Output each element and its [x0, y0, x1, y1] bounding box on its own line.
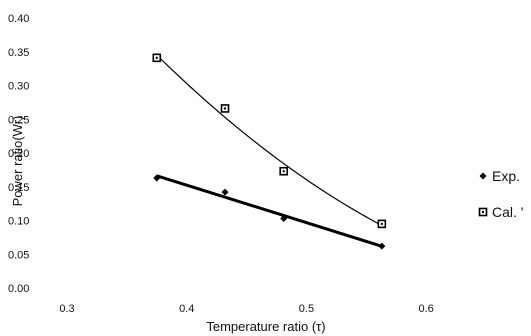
y-tick-label: 0.15	[8, 182, 29, 194]
data-point-exp	[153, 174, 161, 182]
data-point-cal	[279, 166, 288, 176]
x-axis-title: Temperature ratio (τ)	[206, 319, 325, 334]
data-point-exp	[378, 242, 386, 250]
y-tick-label: 0.20	[8, 148, 29, 160]
legend-marker-cal	[478, 207, 488, 217]
data-points	[152, 53, 387, 250]
y-tick-label: 0.40	[8, 13, 29, 25]
x-tick-label: 0.5	[299, 303, 314, 315]
marker-center	[224, 107, 227, 110]
data-point-exp	[280, 214, 288, 222]
marker-center	[380, 222, 383, 225]
legend: Exp. Cal. '	[478, 168, 523, 220]
marker-center	[482, 211, 484, 213]
x-tick-label: 0.3	[59, 303, 74, 315]
y-tick-label: 0.00	[8, 283, 29, 295]
marker-center	[155, 56, 158, 59]
x-tick-label: 0.6	[418, 303, 433, 315]
trend-lines	[156, 54, 383, 248]
legend-item-exp: Exp.	[479, 168, 520, 184]
data-point-cal	[152, 53, 162, 63]
y-tick-label: 0.05	[8, 249, 29, 261]
data-point-cal	[377, 219, 387, 229]
trend-line-cal	[156, 54, 383, 227]
legend-label-cal: Cal. '	[492, 204, 523, 220]
y-tick-label: 0.35	[8, 47, 29, 59]
tick-labels: 0.00 0.05 0.10 0.15 0.20 0.25 0.30 0.35 0.40 0.3 0…	[8, 13, 434, 315]
data-point-exp	[221, 188, 229, 196]
y-tick-label: 0.25	[8, 114, 29, 126]
marker-center	[282, 170, 285, 173]
trend-line-exp	[156, 174, 383, 248]
y-axis-title: Power ratio(Wr)	[10, 116, 25, 207]
legend-label-exp: Exp.	[492, 168, 520, 184]
legend-item-cal: Cal. '	[478, 204, 523, 220]
legend-marker-exp	[479, 172, 487, 180]
y-tick-label: 0.10	[8, 216, 29, 228]
y-tick-label: 0.30	[8, 81, 29, 93]
data-point-cal	[220, 104, 230, 113]
x-tick-label: 0.4	[179, 303, 194, 315]
